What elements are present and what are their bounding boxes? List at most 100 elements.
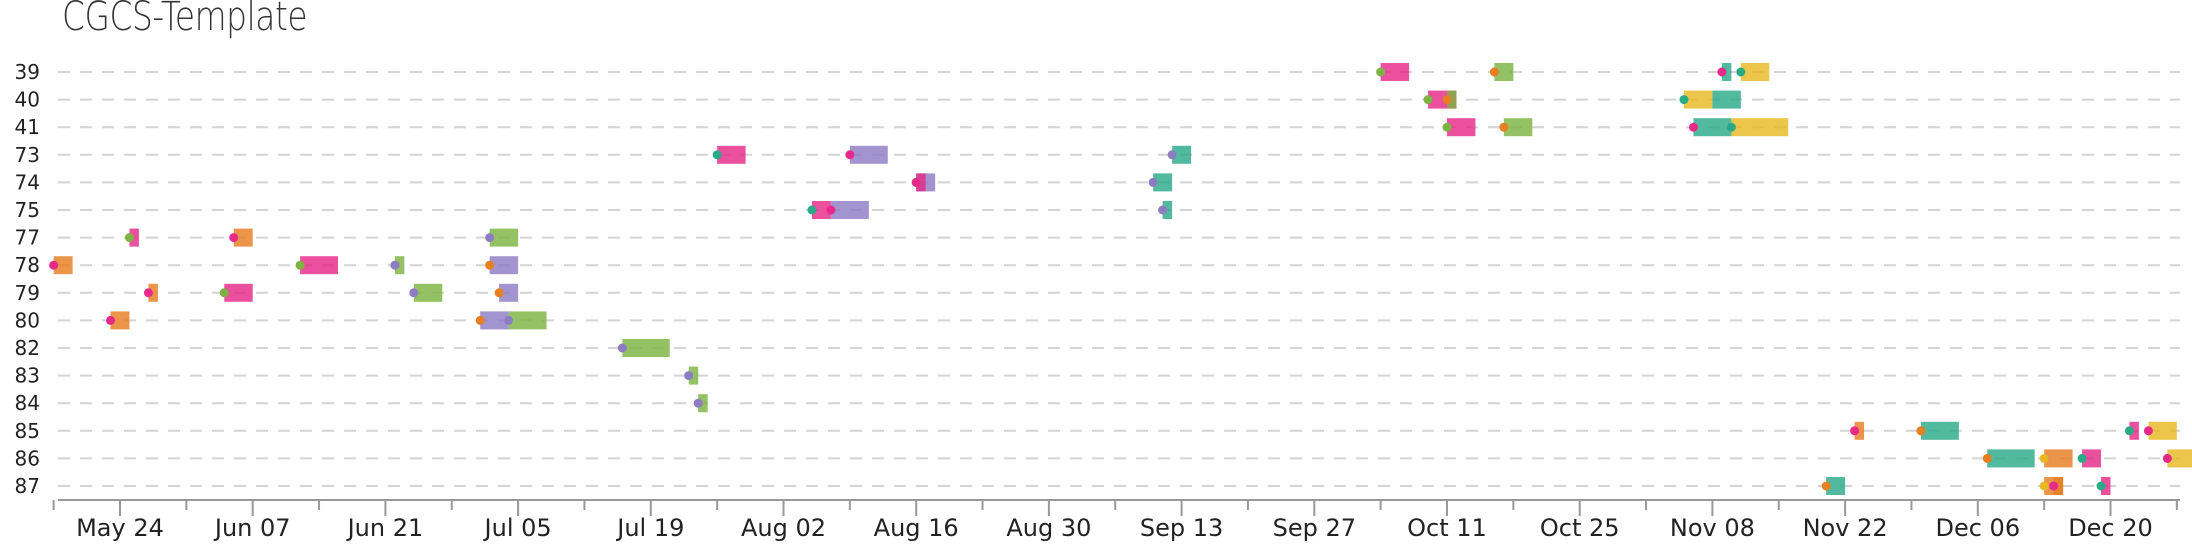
x-tick-label: Dec 20 <box>2068 514 2153 542</box>
task-start-marker <box>390 260 400 270</box>
y-tick-label: 85 <box>15 419 40 443</box>
task-start-marker <box>1736 67 1746 77</box>
x-tick-label: Sep 13 <box>1140 514 1223 542</box>
task-bar <box>2167 449 2192 468</box>
task-start-marker <box>1376 67 1386 77</box>
task-bar <box>1826 477 1846 495</box>
x-tick-label: Aug 02 <box>741 514 826 542</box>
task-bar <box>2082 449 2102 468</box>
task-bar <box>830 201 869 219</box>
task-start-marker <box>229 233 239 243</box>
x-tick-label: Jul 19 <box>615 514 684 542</box>
task-start-marker <box>143 288 153 298</box>
task-bar <box>489 256 519 275</box>
task-start-marker <box>2124 426 2134 436</box>
task-start-marker <box>124 233 134 243</box>
x-tick-label: Oct 11 <box>1407 514 1487 542</box>
task-start-marker <box>1167 150 1177 160</box>
task-bar <box>2148 421 2177 440</box>
task-bar <box>1503 118 1533 137</box>
task-bar <box>1447 118 1476 137</box>
task-start-marker <box>845 150 855 160</box>
x-tick-label: Aug 30 <box>1006 514 1091 542</box>
task-start-marker <box>2049 481 2059 491</box>
task-bar <box>2053 477 2064 495</box>
x-axis: May 24 Jun 07 Jun 21 Jul 05 Jul 19 Aug 02 Aug … <box>52 499 2180 542</box>
x-tick-label: May 24 <box>76 514 164 542</box>
y-tick-label: 73 <box>15 143 40 167</box>
task-start-marker <box>1982 453 1992 463</box>
task-start-marker <box>2143 426 2153 436</box>
task-start-marker <box>1821 481 1831 491</box>
task-bar <box>622 339 670 357</box>
x-tick-label: Jul 05 <box>483 514 552 542</box>
task-bar <box>717 145 746 164</box>
task-start-marker <box>295 260 305 270</box>
x-tick-label: Aug 16 <box>874 514 959 542</box>
task-start-marker <box>826 205 836 215</box>
task-bar <box>2044 449 2073 468</box>
task-start-marker <box>1499 122 1509 132</box>
task-start-marker <box>1679 95 1689 105</box>
task-bar <box>53 256 73 275</box>
y-tick-label: 39 <box>15 60 40 84</box>
task-bar <box>233 228 253 247</box>
task-start-marker <box>2039 481 2049 491</box>
task-bar <box>1854 421 1865 440</box>
y-tick-label: 40 <box>15 88 40 112</box>
task-bar <box>1920 421 1959 440</box>
task-start-marker <box>2077 453 2087 463</box>
y-tick-label: 74 <box>15 170 40 194</box>
grid-lines <box>58 71 2180 487</box>
task-start-marker <box>2039 453 2049 463</box>
task-start-marker <box>475 315 485 325</box>
task-bar <box>1712 90 1741 109</box>
y-tick-label: 78 <box>15 253 40 277</box>
y-tick-label: 79 <box>15 281 40 305</box>
task-start-marker <box>1717 67 1727 77</box>
task-start-marker <box>693 398 703 408</box>
x-tick-label: Dec 06 <box>1935 514 2020 542</box>
task-bar <box>849 145 888 164</box>
task-start-marker <box>219 288 229 298</box>
task-start-marker <box>485 233 495 243</box>
x-tick-label: Jun 07 <box>213 514 291 542</box>
task-bar <box>1683 90 1713 109</box>
x-tick-label: Oct 25 <box>1540 514 1620 542</box>
task-start-marker <box>1158 205 1168 215</box>
task-bar <box>1693 118 1732 137</box>
task-bar <box>916 173 926 192</box>
task-start-marker <box>1489 67 1499 77</box>
chart-title: CGCS-Template <box>62 0 308 40</box>
y-tick-label: 83 <box>15 364 40 388</box>
task-start-marker <box>504 315 514 325</box>
task-bar <box>1740 63 1770 81</box>
task-bar <box>148 283 158 302</box>
task-start-marker <box>409 288 419 298</box>
y-tick-label: 87 <box>15 474 40 498</box>
task-start-marker <box>1148 177 1158 187</box>
task-bar <box>1153 173 1173 192</box>
task-bar <box>480 311 509 330</box>
x-tick-label: Nov 08 <box>1670 514 1755 542</box>
y-tick-label: 75 <box>15 198 40 222</box>
task-bar <box>2129 421 2139 440</box>
task-start-marker <box>1442 122 1452 132</box>
task-start-marker <box>485 260 495 270</box>
task-markers <box>49 67 2172 491</box>
task-start-marker <box>2162 453 2172 463</box>
task-start-marker <box>617 343 627 353</box>
task-start-marker <box>712 150 722 160</box>
task-bar <box>499 283 519 302</box>
task-bar <box>489 228 519 247</box>
task-bar <box>811 201 831 219</box>
y-tick-label: 80 <box>15 308 40 332</box>
task-start-marker <box>1916 426 1926 436</box>
task-bar <box>110 311 130 330</box>
task-bar <box>1172 145 1192 164</box>
task-bar <box>413 283 443 302</box>
task-start-marker <box>807 205 817 215</box>
y-tick-label: 84 <box>15 391 40 415</box>
task-bars <box>53 63 2192 495</box>
